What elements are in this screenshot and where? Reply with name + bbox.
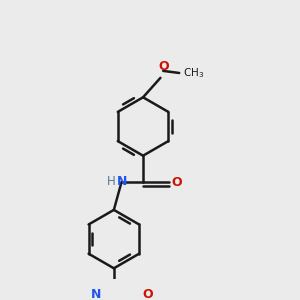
Text: H: H xyxy=(106,175,115,188)
Text: O: O xyxy=(158,60,169,73)
Text: N: N xyxy=(91,288,101,300)
Text: O: O xyxy=(171,176,182,189)
Text: O: O xyxy=(142,288,152,300)
Text: CH$_3$: CH$_3$ xyxy=(183,66,204,80)
Text: N: N xyxy=(117,175,128,188)
